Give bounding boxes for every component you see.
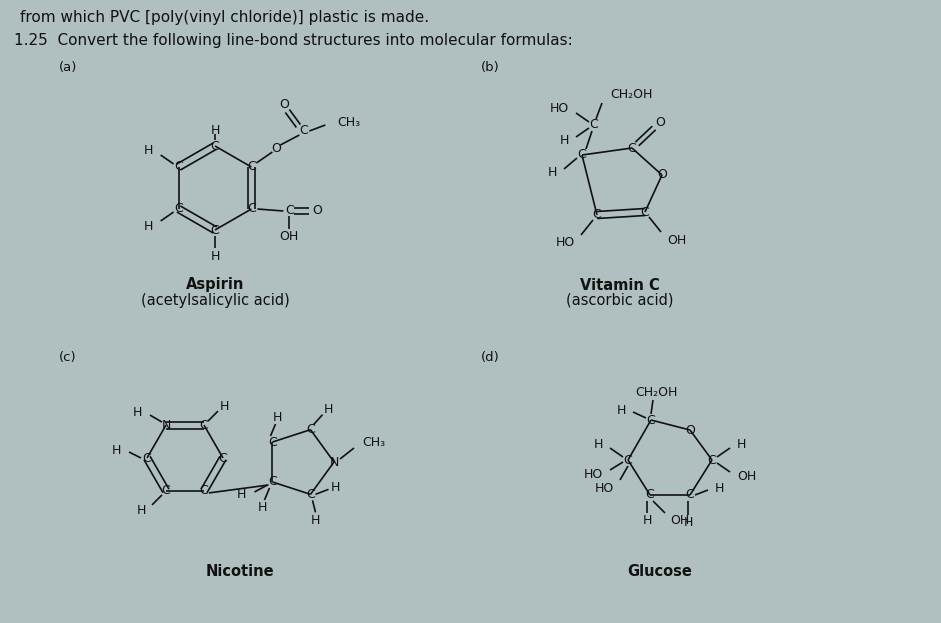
- Text: H: H: [219, 399, 229, 412]
- Text: (ascorbic acid): (ascorbic acid): [566, 293, 674, 308]
- Text: C: C: [708, 454, 716, 467]
- Text: H: H: [560, 135, 569, 148]
- Text: C: C: [641, 206, 649, 219]
- Text: C: C: [247, 202, 256, 216]
- Text: CH₃: CH₃: [338, 117, 360, 130]
- Text: (b): (b): [481, 60, 500, 74]
- Text: H: H: [616, 404, 626, 417]
- Text: C: C: [285, 204, 294, 217]
- Text: C: C: [268, 435, 277, 449]
- Text: OH: OH: [670, 515, 689, 528]
- Text: C: C: [211, 140, 219, 153]
- Text: C: C: [646, 414, 655, 427]
- Text: C: C: [174, 161, 183, 173]
- Text: H: H: [273, 411, 282, 424]
- Text: CH₃: CH₃: [362, 437, 385, 450]
- Text: OH: OH: [667, 234, 686, 247]
- Text: Glucose: Glucose: [628, 564, 693, 579]
- Text: O: O: [279, 98, 289, 110]
- Text: H: H: [133, 406, 142, 419]
- Text: O: O: [312, 204, 323, 217]
- Text: Nicotine: Nicotine: [206, 564, 275, 579]
- Text: from which PVC [poly(vinyl chloride)] plastic is made.: from which PVC [poly(vinyl chloride)] pl…: [20, 10, 429, 25]
- Text: C: C: [593, 209, 601, 222]
- Text: C: C: [162, 485, 170, 497]
- Text: C: C: [306, 423, 315, 436]
- Text: C: C: [218, 452, 228, 465]
- Text: C: C: [590, 118, 598, 131]
- Text: (acetylsalicylic acid): (acetylsalicylic acid): [140, 293, 290, 308]
- Text: HO: HO: [583, 467, 603, 480]
- Text: N: N: [161, 419, 170, 432]
- Text: C: C: [268, 475, 277, 488]
- Text: Aspirin: Aspirin: [185, 277, 244, 293]
- Text: C: C: [628, 141, 636, 155]
- Text: C: C: [686, 488, 694, 502]
- Text: H: H: [331, 481, 341, 494]
- Text: C: C: [199, 419, 208, 432]
- Text: (c): (c): [59, 351, 77, 364]
- Text: Vitamin C: Vitamin C: [580, 277, 660, 293]
- Text: CH₂OH: CH₂OH: [610, 88, 652, 102]
- Text: CH₂OH: CH₂OH: [635, 386, 678, 399]
- Text: H: H: [210, 249, 219, 262]
- Text: (d): (d): [481, 351, 500, 364]
- Text: C: C: [143, 452, 152, 465]
- Text: C: C: [624, 454, 632, 467]
- Text: H: H: [594, 437, 603, 450]
- Text: C: C: [247, 161, 256, 173]
- Text: C: C: [199, 485, 208, 497]
- Text: C: C: [299, 125, 308, 138]
- Text: 1.25  Convert the following line-bond structures into molecular formulas:: 1.25 Convert the following line-bond str…: [14, 33, 573, 48]
- Text: C: C: [646, 488, 654, 502]
- Text: H: H: [143, 219, 152, 232]
- Text: OH: OH: [279, 231, 299, 244]
- Text: H: H: [112, 444, 121, 457]
- Text: (a): (a): [58, 60, 77, 74]
- Text: C: C: [174, 202, 183, 216]
- Text: H: H: [136, 505, 146, 518]
- Text: H: H: [210, 123, 219, 136]
- Text: H: H: [683, 516, 693, 530]
- Text: H: H: [237, 488, 247, 502]
- Text: H: H: [643, 515, 652, 528]
- Text: H: H: [324, 403, 333, 416]
- Text: C: C: [306, 488, 315, 501]
- Text: HO: HO: [556, 237, 575, 249]
- Text: HO: HO: [550, 103, 569, 115]
- Text: O: O: [655, 117, 665, 130]
- Text: N: N: [329, 455, 339, 468]
- Text: O: O: [657, 168, 667, 181]
- Text: O: O: [271, 141, 281, 155]
- Text: C: C: [211, 224, 219, 237]
- Text: H: H: [311, 514, 320, 527]
- Text: H: H: [143, 143, 152, 156]
- Text: H: H: [737, 437, 746, 450]
- Text: O: O: [685, 424, 695, 437]
- Text: OH: OH: [737, 470, 757, 482]
- Text: HO: HO: [595, 482, 614, 495]
- Text: H: H: [715, 482, 725, 495]
- Text: H: H: [548, 166, 557, 179]
- Text: H: H: [258, 502, 267, 515]
- Text: C: C: [578, 148, 586, 161]
